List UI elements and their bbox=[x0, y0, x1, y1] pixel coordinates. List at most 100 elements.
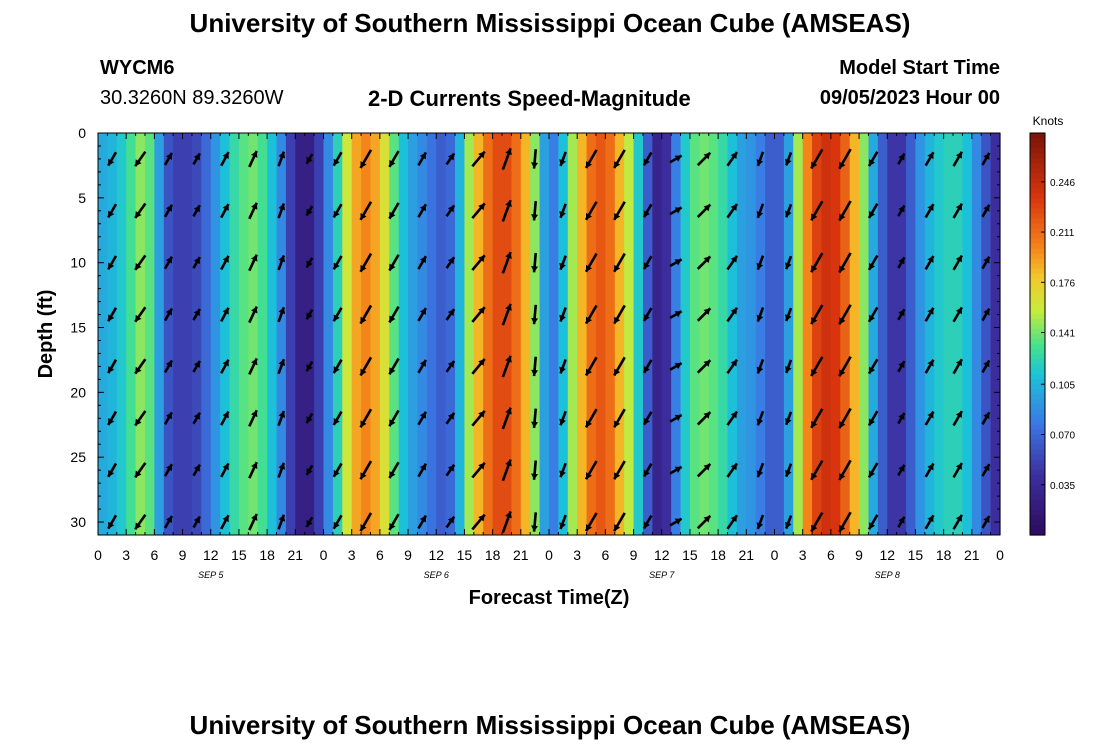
current-arrow bbox=[642, 255, 653, 270]
current-arrow bbox=[584, 252, 598, 273]
heatmap-cell bbox=[812, 133, 823, 535]
heatmap-cell bbox=[934, 133, 945, 535]
colorbar-segment bbox=[1030, 459, 1045, 466]
day-label: SEP 6 bbox=[424, 570, 449, 580]
current-arrow bbox=[417, 514, 428, 530]
current-arrow bbox=[756, 255, 765, 271]
current-arrows bbox=[107, 147, 991, 534]
heatmap-cell bbox=[595, 133, 606, 535]
current-arrow bbox=[332, 359, 343, 374]
colorbar-segment bbox=[1030, 173, 1045, 179]
current-arrow bbox=[784, 359, 793, 374]
day-label: SEP 8 bbox=[875, 570, 900, 580]
heatmap-cell bbox=[586, 133, 597, 535]
heatmap-cell bbox=[257, 133, 268, 535]
colorbar-segment bbox=[1030, 163, 1045, 169]
current-arrow bbox=[867, 306, 879, 323]
current-arrow bbox=[277, 514, 286, 530]
heatmap-cell bbox=[201, 133, 212, 535]
current-arrow bbox=[924, 462, 935, 478]
x-tick-label: 15 bbox=[682, 547, 698, 563]
heatmap-cell bbox=[182, 133, 193, 535]
colorbar-segment bbox=[1030, 474, 1045, 481]
current-arrow bbox=[897, 256, 906, 269]
colorbar-segment bbox=[1030, 238, 1045, 245]
y-tick-label: 0 bbox=[78, 125, 86, 141]
colorbar-tick-label: 0.176 bbox=[1050, 278, 1075, 289]
current-arrow bbox=[981, 411, 991, 425]
colorbar-segment bbox=[1030, 183, 1045, 189]
current-arrow bbox=[897, 464, 906, 477]
colorbar-segment bbox=[1030, 479, 1045, 486]
current-arrow bbox=[501, 459, 512, 482]
colorbar-tick-label: 0.035 bbox=[1050, 481, 1075, 492]
heatmap-cell bbox=[708, 133, 719, 535]
chart-subtitle: 2-D Currents Speed-Magnitude bbox=[368, 86, 691, 111]
heatmap-cell bbox=[680, 133, 691, 535]
heatmap-cell bbox=[830, 133, 841, 535]
current-arrow bbox=[838, 511, 852, 533]
current-arrow bbox=[277, 410, 286, 427]
current-arrow bbox=[897, 516, 906, 528]
x-tick-label: 18 bbox=[710, 547, 726, 563]
current-arrow bbox=[248, 150, 258, 168]
colorbar-frame bbox=[1029, 132, 1046, 536]
colorbar-segment bbox=[1030, 334, 1045, 340]
colorbar-segment bbox=[1030, 288, 1045, 295]
current-arrow bbox=[192, 463, 201, 477]
current-arrow bbox=[838, 200, 852, 222]
heatmap-cell bbox=[98, 133, 108, 535]
y-tick-label: 20 bbox=[70, 384, 86, 400]
current-arrow bbox=[305, 464, 314, 476]
current-arrow bbox=[359, 304, 373, 325]
colorbar-segment bbox=[1030, 208, 1045, 214]
current-arrow bbox=[248, 202, 258, 220]
x-tick-label: 12 bbox=[203, 547, 219, 563]
heatmap-cell bbox=[511, 133, 522, 535]
current-arrow bbox=[305, 257, 314, 269]
current-arrow bbox=[867, 254, 879, 271]
current-arrow bbox=[642, 203, 653, 218]
current-arrow bbox=[810, 200, 824, 222]
current-arrow bbox=[867, 151, 879, 167]
current-arrow bbox=[163, 307, 174, 322]
colorbar-segment bbox=[1030, 369, 1045, 375]
heatmap-cell bbox=[276, 133, 287, 535]
current-arrow bbox=[471, 461, 486, 479]
current-arrow bbox=[981, 307, 991, 322]
heatmap-cell bbox=[605, 133, 616, 535]
x-tick-label: 21 bbox=[964, 547, 980, 563]
current-arrow bbox=[277, 151, 286, 167]
x-tick-label: 18 bbox=[485, 547, 501, 563]
colorbar-segment bbox=[1030, 328, 1045, 335]
heatmap-cell bbox=[990, 133, 1001, 535]
colorbar-segment bbox=[1030, 504, 1045, 511]
colorbar-segment bbox=[1030, 203, 1045, 209]
x-tick-label: 21 bbox=[513, 547, 529, 563]
colorbar-segment bbox=[1030, 263, 1045, 270]
current-arrow bbox=[613, 408, 626, 429]
current-arrow bbox=[924, 151, 935, 167]
current-arrow bbox=[756, 410, 765, 426]
station-coordinates: 30.3260N 89.3260W bbox=[100, 87, 284, 109]
y-tick-label: 25 bbox=[70, 449, 86, 465]
current-arrow bbox=[277, 203, 286, 219]
heatmap-cell bbox=[107, 133, 118, 535]
current-arrow bbox=[584, 408, 598, 429]
current-arrow bbox=[107, 255, 118, 271]
heatmap-cell bbox=[398, 133, 409, 535]
current-arrow bbox=[559, 358, 567, 374]
current-arrow bbox=[952, 514, 963, 530]
colorbar-segment bbox=[1030, 439, 1045, 446]
current-arrow bbox=[501, 199, 512, 222]
current-arrow bbox=[501, 303, 512, 326]
heatmap-cell bbox=[736, 133, 747, 535]
current-arrow bbox=[867, 514, 879, 530]
x-tick-label: 9 bbox=[855, 547, 863, 563]
current-arrow bbox=[584, 356, 598, 377]
heatmap-cell bbox=[502, 133, 513, 535]
current-arrow bbox=[134, 306, 147, 323]
colorbar-segment bbox=[1030, 148, 1045, 154]
heatmap-cell bbox=[126, 133, 137, 535]
colorbar-segment bbox=[1030, 273, 1045, 280]
